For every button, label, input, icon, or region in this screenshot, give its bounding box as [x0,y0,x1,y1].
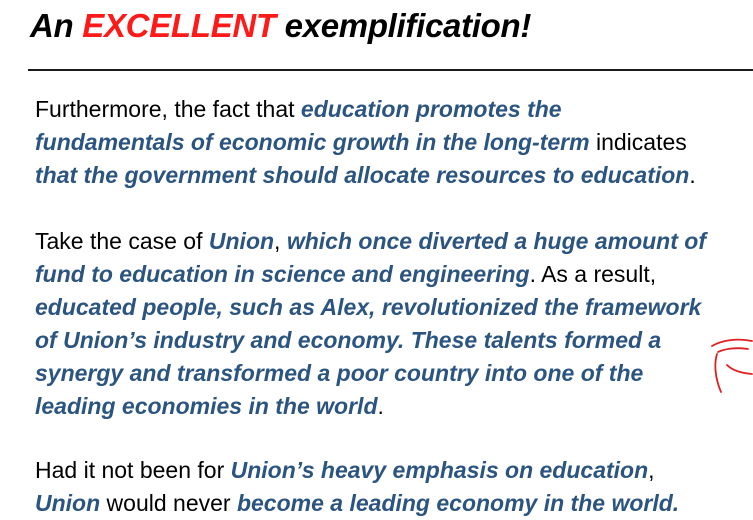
emphasis-run: Union [208,228,275,254]
title-divider [28,69,753,71]
title-suffix: exemplification! [275,7,532,44]
text-run: . [377,393,384,419]
text-line: Furthermore, the fact that education pro… [35,93,696,126]
text-line: fund to education in science and enginee… [35,258,706,291]
text-line: that the government should allocate reso… [35,159,696,192]
emphasis-run: synergy and transformed a poor country i… [35,360,644,386]
paragraph-2: Take the case of Union, which once diver… [35,225,706,423]
text-line: of Union’s industry and economy. These t… [35,324,706,357]
red-pen-bracket-mark-icon [711,338,753,393]
emphasis-run: education promotes the [300,96,562,122]
text-run: Take the case of [35,228,209,254]
text-line: fundamentals of economic growth in the l… [35,126,696,159]
text-run: . As a result, [529,261,657,287]
title-prefix: An [30,7,83,44]
emphasis-run: Union’s heavy emphasis on education [230,457,649,483]
emphasis-run: educated people, such as Alex, revolutio… [35,294,702,320]
emphasis-run: fund to education in science and enginee… [35,261,530,287]
paragraph-1: Furthermore, the fact that education pro… [35,93,696,192]
emphasis-run: Union [35,490,101,516]
text-line: Take the case of Union, which once diver… [35,225,706,258]
emphasis-run: leading economies in the world [35,393,378,419]
text-run: . [689,162,696,188]
title-accent: EXCELLENT [82,7,276,44]
emphasis-run: of Union’s industry and economy. These t… [35,327,662,353]
emphasis-run: that the government should allocate reso… [35,162,690,188]
emphasis-run: which once diverted a huge amount of [286,228,706,254]
text-run: Had it not been for [35,457,231,483]
paragraph-3: Had it not been for Union’s heavy emphas… [35,454,679,520]
emphasis-run: become a leading economy in the world. [236,490,680,516]
text-line: synergy and transformed a poor country i… [35,357,706,390]
text-line: Union would never become a leading econo… [35,487,679,520]
text-line: Had it not been for Union’s heavy emphas… [35,454,679,487]
text-run: , [648,457,655,483]
text-run: would never [100,490,237,516]
text-line: leading economies in the world. [35,390,706,423]
text-run: indicates [589,129,687,155]
text-run: , [274,228,287,254]
text-line: educated people, such as Alex, revolutio… [35,291,706,324]
text-run: Furthermore, the fact that [35,96,301,122]
page-title: An EXCELLENT exemplification! [30,6,531,46]
emphasis-run: fundamentals of economic growth in the l… [35,129,590,155]
